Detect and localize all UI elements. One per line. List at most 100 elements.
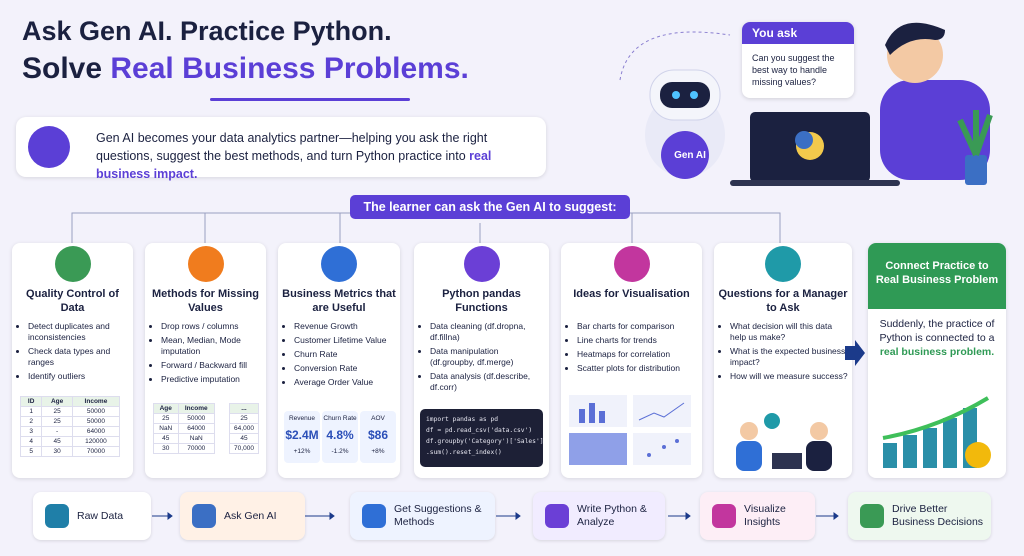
table-cell: 4: [19, 436, 43, 447]
dashed-arrow: [619, 31, 731, 81]
underline: [210, 98, 410, 101]
final-card: Connect Practice to Real Business Proble…: [868, 243, 1006, 478]
card-item: Identify outliers: [28, 371, 129, 382]
table-cell: ...: [229, 403, 259, 414]
card-icon: [765, 246, 801, 282]
table-cell: 25: [41, 406, 73, 417]
flow-label: Visualize Insights: [744, 503, 786, 528]
card-title: Ideas for Visualisation: [573, 288, 690, 300]
card-title: Python pandas Functions: [442, 288, 521, 314]
connector-lines: [71, 212, 781, 243]
plant-pot: [965, 155, 987, 185]
title-line-1: Ask Gen AI. Practice Python.: [22, 16, 392, 46]
card-list: What decision will this data help us mak…: [720, 321, 848, 385]
metric-label: Revenue: [288, 415, 316, 422]
card-item: What is the expected business impact?: [730, 346, 848, 368]
flow-icon: [362, 504, 386, 528]
mini-table: Age Income 25 50000 NaN 64000 45 NaN 30 70000: [153, 403, 216, 454]
card-item: Churn Rate: [294, 349, 396, 360]
flow-label: Write Python & Analyze: [577, 503, 647, 528]
card-list: Bar charts for comparison Line charts for…: [567, 321, 698, 377]
table-cell: 25: [229, 413, 259, 424]
card-title: Methods for Missing Values: [152, 288, 259, 314]
card-title: Questions for a Manager to Ask: [718, 288, 848, 314]
card-title: Quality Control of Data: [26, 288, 119, 314]
chat-question: Can you suggest the best way to handle m…: [752, 53, 835, 87]
flow-step: Ask Gen AI: [180, 492, 305, 540]
chart-thumbnails: [569, 395, 691, 465]
table-cell: 25: [153, 413, 179, 424]
flow-label: Raw Data: [77, 509, 124, 522]
meeting-illustration: [736, 413, 832, 471]
card: Python pandas Functions Data cleaning (df…: [414, 243, 549, 478]
table-cell: 45: [41, 436, 73, 447]
card: Questions for a Manager to Ask What decis…: [714, 243, 852, 478]
flow-step: Get Suggestions & Methods: [350, 492, 495, 540]
flow-icon: [192, 504, 216, 528]
flow-icon: [45, 504, 69, 528]
card: Ideas for Visualisation Bar charts for co…: [561, 243, 702, 478]
metric-label: AOV: [371, 415, 385, 422]
metric-value: 4.8%: [326, 428, 354, 442]
card-item: Scatter plots for distribution: [577, 363, 698, 374]
table-cell: 45: [229, 433, 259, 444]
table-cell: 5: [19, 446, 43, 457]
title-highlight: Real Business Problems.: [110, 52, 469, 85]
card-item: Data cleaning (df.dropna, df.fillna): [430, 321, 545, 343]
card-item: Forward / Backward fill: [161, 360, 262, 371]
metric-value: $2.4M: [285, 428, 319, 442]
final-header: [868, 243, 1006, 309]
card-item: Conversion Rate: [294, 363, 396, 374]
card-item: Drop rows / columns: [161, 321, 262, 332]
robot-badge: [661, 131, 709, 179]
card-item: Detect duplicates and inconsistencies: [28, 321, 129, 343]
card-list: Drop rows / columns Mean, Median, Mode im…: [151, 321, 262, 388]
metric-change: +8%: [371, 448, 385, 455]
card: Methods for Missing Values Drop rows / co…: [145, 243, 266, 478]
flow-step: Visualize Insights: [700, 492, 815, 540]
card-item: How will we measure success?: [730, 371, 848, 382]
final-highlight: real business problem.: [879, 346, 995, 358]
card-item: What decision will this data help us mak…: [730, 321, 848, 343]
card-list: Revenue Growth Customer Lifetime Value Chu…: [284, 321, 396, 391]
table-cell: Income: [177, 403, 216, 414]
chat-bubble: You ask Can you suggest the best way to …: [742, 22, 854, 98]
table-cell: Age: [153, 403, 179, 414]
intro-highlight: real business impact.: [96, 149, 492, 181]
flow-label: Drive Better Business Decisions: [892, 503, 984, 528]
mini-table: ID Age Income 1 25 50000 2 25 50000 3-64000 4 45 120…: [19, 396, 121, 457]
intro-body: Gen AI becomes your data analytics partn…: [96, 131, 488, 163]
table-cell: 64,000: [229, 423, 259, 434]
table-cell: Income: [71, 396, 121, 407]
table-cell: ID: [19, 396, 43, 407]
code-line: df = pd.read_csv('data.csv'): [426, 427, 533, 434]
table-cell: 50000: [177, 413, 216, 424]
title-line-2: Solve Real Business Problems.: [22, 52, 469, 86]
final-title: Connect Practice to Real Business Proble…: [875, 260, 999, 286]
table-cell: 3: [19, 426, 43, 437]
final-body: Suddenly, the practice of Python is conn…: [879, 318, 995, 344]
card-item: Data analysis (df.describe, df.corr): [430, 371, 545, 393]
arrow: [845, 340, 865, 366]
card-item: Predictive imputation: [161, 374, 262, 385]
robot-face: [660, 82, 710, 108]
table-cell: 30: [153, 443, 179, 454]
code-line: df.groupby('Category')['Sales']: [426, 438, 544, 445]
card-icon: [463, 246, 500, 282]
code-line: import pandas as pd: [426, 416, 499, 423]
table-cell: 64000: [71, 426, 121, 437]
card-item: Average Order Value: [294, 377, 396, 388]
metric: AOV $86 +8%: [360, 411, 396, 463]
flow-label: Get Suggestions & Methods: [394, 503, 482, 528]
card-item: Heatmaps for correlation: [577, 349, 698, 360]
table-cell: Age: [41, 396, 73, 407]
table-cell: 50000: [71, 406, 121, 417]
table-cell: 30: [41, 446, 73, 457]
flow-label: Ask Gen AI: [224, 509, 277, 522]
table-cell: 45: [153, 433, 179, 444]
card-item: Customer Lifetime Value: [294, 335, 396, 346]
card-icon: [613, 246, 650, 282]
flow-icon: [712, 504, 736, 528]
chat-label: You ask: [742, 22, 854, 44]
